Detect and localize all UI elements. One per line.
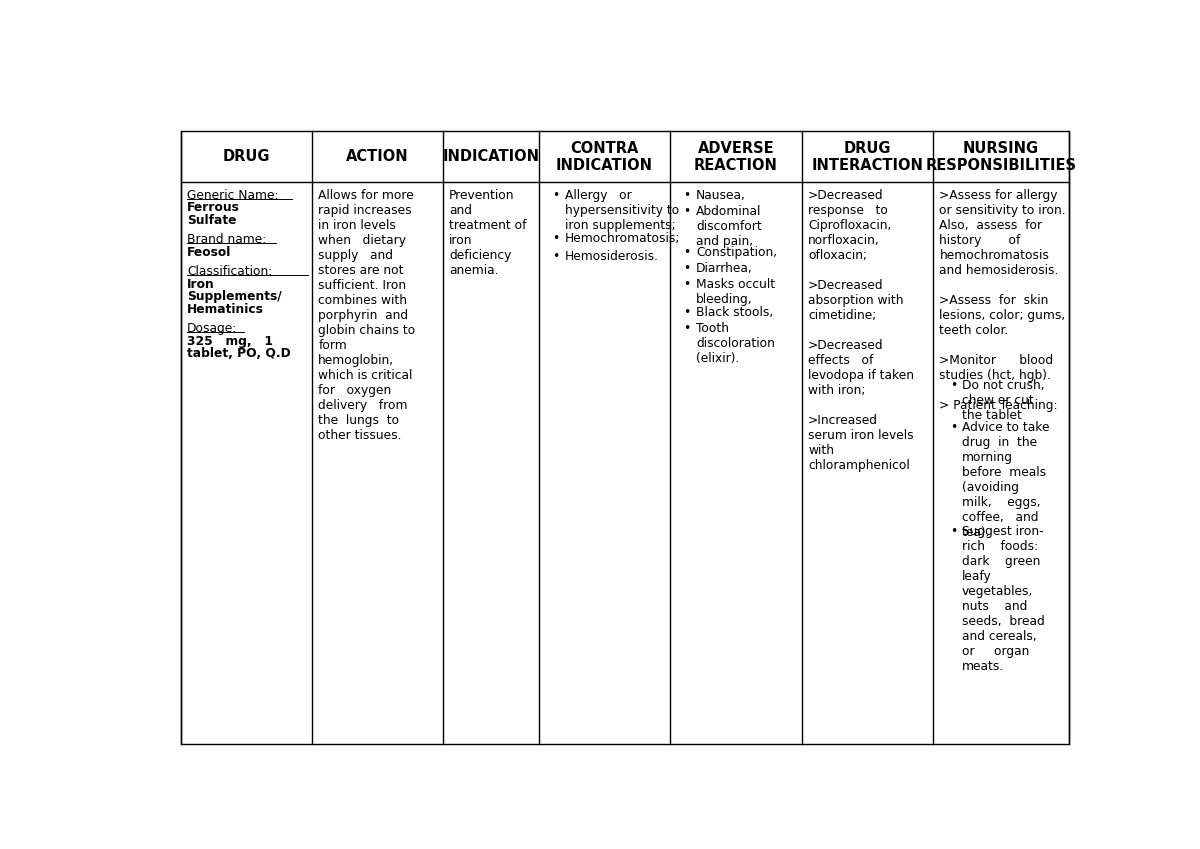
Text: Abdominal
discomfort
and pain,: Abdominal discomfort and pain,	[696, 205, 762, 248]
Text: Sulfate: Sulfate	[187, 214, 236, 227]
Text: Dosage:: Dosage:	[187, 322, 238, 335]
Text: •: •	[949, 526, 956, 538]
Text: •: •	[683, 261, 690, 275]
Text: NURSING
RESPONSIBILITIES: NURSING RESPONSIBILITIES	[925, 141, 1076, 173]
Text: Constipation,: Constipation,	[696, 246, 778, 259]
Text: Allows for more
rapid increases
in iron levels
when   dietary
supply   and
store: Allows for more rapid increases in iron …	[318, 188, 415, 441]
Text: •: •	[552, 250, 559, 262]
Text: Diarrhea,: Diarrhea,	[696, 261, 752, 275]
Text: INDICATION: INDICATION	[442, 149, 539, 164]
Text: •: •	[552, 188, 559, 202]
Text: Brand name:: Brand name:	[187, 233, 266, 246]
Text: Prevention
and
treatment of
iron
deficiency
anemia.: Prevention and treatment of iron deficie…	[449, 188, 527, 277]
Text: Black stools,: Black stools,	[696, 306, 773, 319]
Text: ADVERSE
REACTION: ADVERSE REACTION	[694, 141, 778, 173]
Text: Masks occult
bleeding,: Masks occult bleeding,	[696, 278, 775, 306]
Text: •: •	[683, 246, 690, 259]
Text: Ferrous: Ferrous	[187, 201, 240, 215]
Text: DRUG: DRUG	[222, 149, 270, 164]
Text: Nausea,: Nausea,	[696, 188, 746, 202]
Text: Hemochromatosis;: Hemochromatosis;	[565, 232, 680, 245]
Text: •: •	[949, 380, 956, 392]
Text: •: •	[552, 232, 559, 245]
Text: CONTRA
INDICATION: CONTRA INDICATION	[556, 141, 653, 173]
Text: ACTION: ACTION	[346, 149, 408, 164]
Text: >Decreased
response   to
Ciprofloxacin,
norfloxacin,
ofloxacin;

>Decreased
abso: >Decreased response to Ciprofloxacin, no…	[808, 188, 914, 472]
Text: Suggest iron-
rich    foods:
dark    green
leafy
vegetables,
nuts    and
seeds, : Suggest iron- rich foods: dark green lea…	[961, 526, 1044, 673]
Text: Hemosiderosis.: Hemosiderosis.	[565, 250, 659, 262]
Text: Do not crush,
chew or cut
the tablet: Do not crush, chew or cut the tablet	[961, 380, 1044, 422]
Text: Supplements/: Supplements/	[187, 290, 282, 303]
Text: Hematinics: Hematinics	[187, 303, 264, 316]
Text: •: •	[949, 420, 956, 434]
Text: 325   mg,   1: 325 mg, 1	[187, 335, 274, 348]
Text: Iron: Iron	[187, 278, 215, 290]
Text: Tooth
discoloration
(elixir).: Tooth discoloration (elixir).	[696, 322, 775, 365]
Text: Allergy   or
hypersensitivity to
iron supplements;: Allergy or hypersensitivity to iron supp…	[565, 188, 679, 232]
Text: tablet, PO, Q.D: tablet, PO, Q.D	[187, 347, 290, 361]
Text: Feosol: Feosol	[187, 246, 232, 259]
Text: >Assess for allergy
or sensitivity to iron.
Also,  assess  for
history       of
: >Assess for allergy or sensitivity to ir…	[940, 188, 1066, 412]
Text: Generic Name:: Generic Name:	[187, 188, 278, 202]
Text: •: •	[683, 278, 690, 290]
Text: •: •	[683, 306, 690, 319]
Text: Classification:: Classification:	[187, 265, 272, 278]
Text: •: •	[683, 205, 690, 217]
Text: •: •	[683, 188, 690, 202]
Text: DRUG
INTERACTION: DRUG INTERACTION	[811, 141, 923, 173]
Text: •: •	[683, 322, 690, 335]
Text: Advice to take
drug  in  the
morning
before  meals
(avoiding
milk,    eggs,
coff: Advice to take drug in the morning befor…	[961, 420, 1049, 538]
